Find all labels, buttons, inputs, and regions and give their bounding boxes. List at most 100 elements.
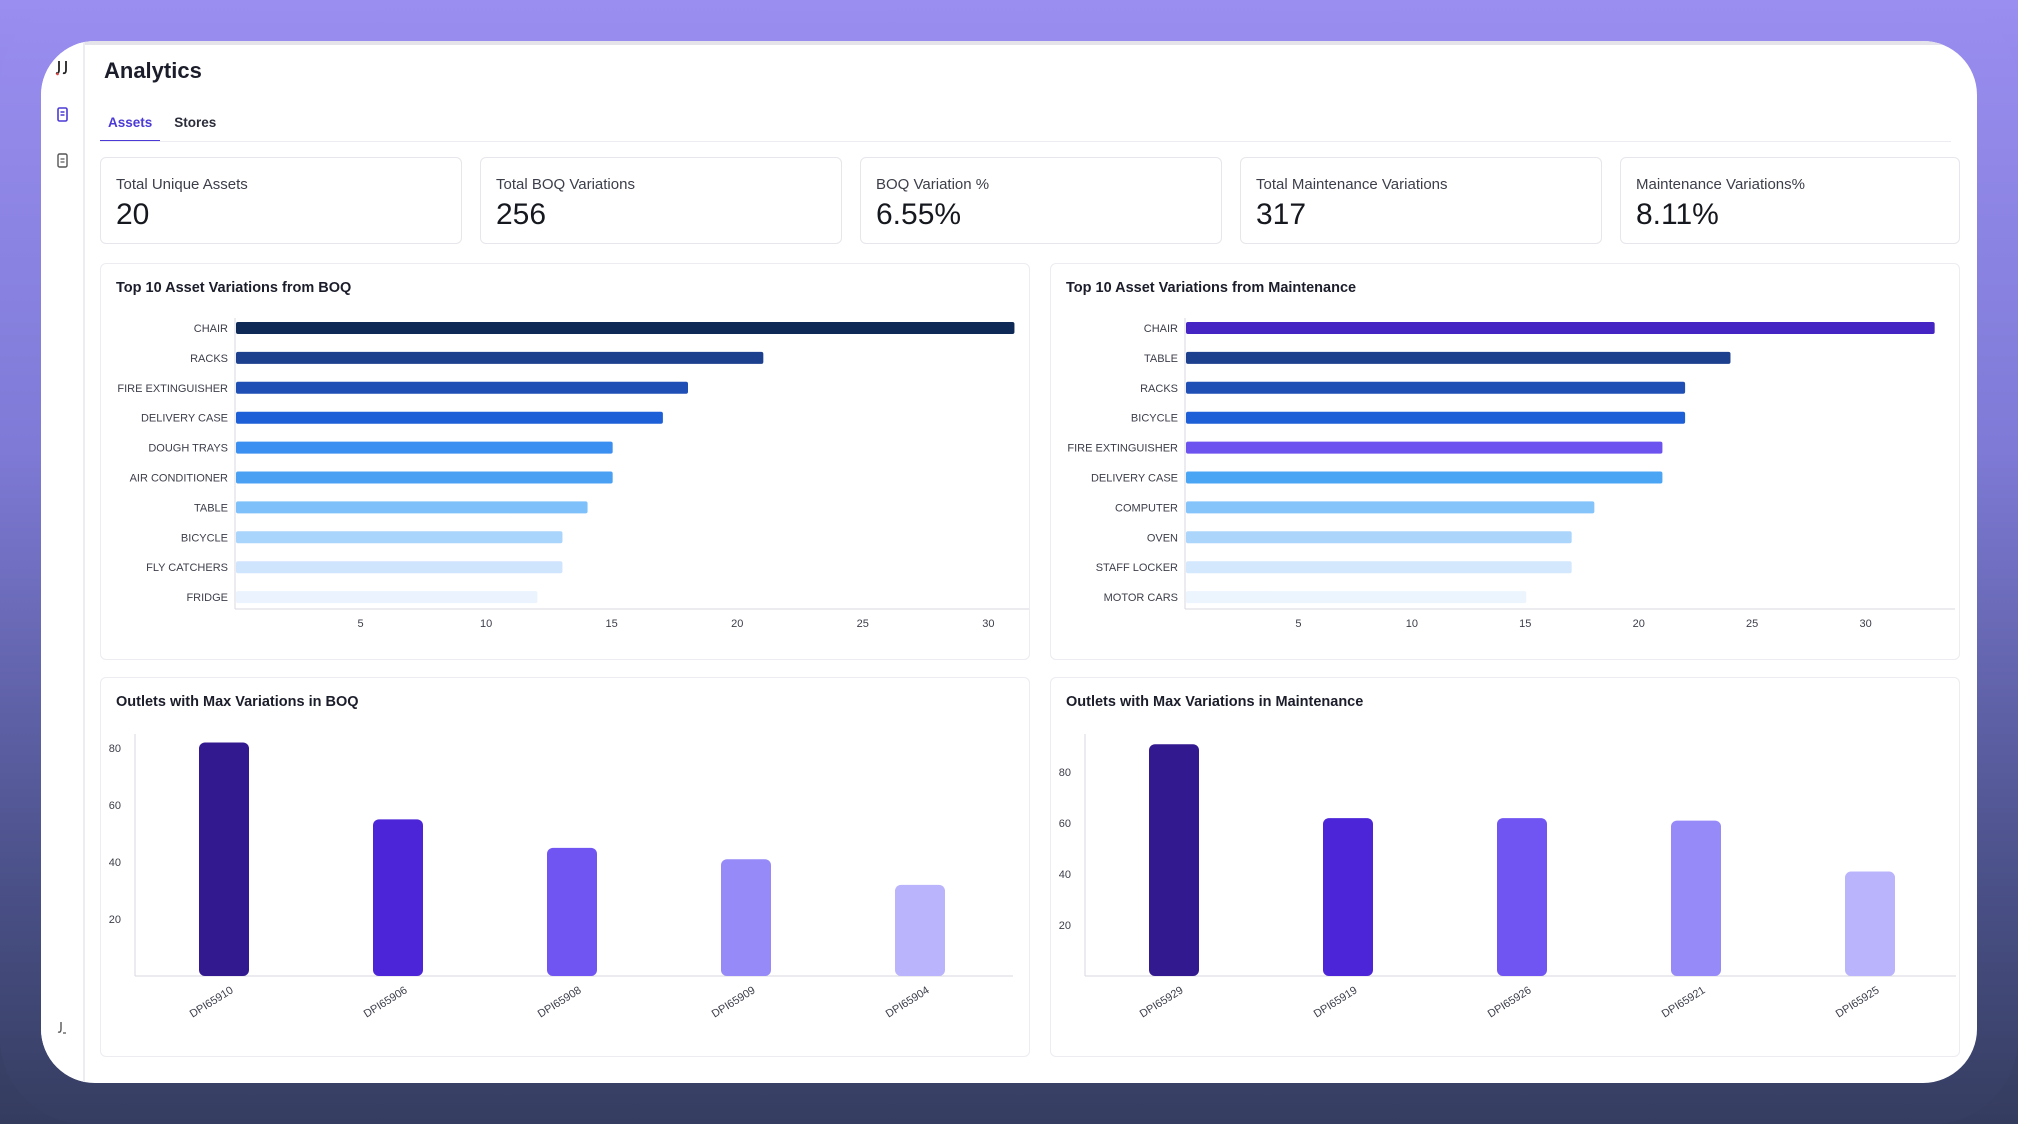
category-label: OVEN bbox=[1147, 532, 1178, 544]
y-tick-label: 80 bbox=[1059, 767, 1071, 779]
category-label: COMPUTER bbox=[1115, 502, 1178, 514]
category-label: BICYCLE bbox=[1131, 413, 1178, 425]
x-tick-label: DPI65908 bbox=[536, 984, 584, 1020]
assets-nav-icon[interactable] bbox=[52, 104, 74, 126]
x-tick-label: DPI65910 bbox=[188, 984, 236, 1020]
x-tick-label: DPI65909 bbox=[710, 984, 758, 1020]
bar[interactable] bbox=[1671, 820, 1721, 976]
bar[interactable] bbox=[236, 591, 538, 604]
bar[interactable] bbox=[1149, 744, 1199, 976]
bar[interactable] bbox=[1186, 591, 1527, 604]
category-label: DOUGH TRAYS bbox=[148, 443, 228, 455]
kpi-maintenance-variations-percent: Maintenance Variations% 8.11% bbox=[1620, 157, 1960, 244]
bar[interactable] bbox=[236, 381, 688, 394]
x-tick-label: DPI65919 bbox=[1312, 984, 1360, 1020]
bar[interactable] bbox=[721, 859, 771, 976]
bar[interactable] bbox=[236, 471, 613, 484]
maintenance-outlets-chart: 20 40 60 80 DPI65929 DPI65919 DPI65926 DPI65921… bbox=[1059, 734, 1956, 1020]
y-tick-label: 20 bbox=[109, 914, 121, 926]
kpi-label: Maintenance Variations% bbox=[1636, 176, 1805, 193]
bar[interactable] bbox=[1186, 531, 1572, 544]
x-tick-label: 5 bbox=[1295, 618, 1301, 630]
tab-divider bbox=[100, 141, 1951, 142]
kpi-total-boq-variations: Total BOQ Variations 256 bbox=[480, 157, 842, 244]
bar[interactable] bbox=[1186, 471, 1663, 484]
x-tick-label: DPI65904 bbox=[884, 984, 932, 1020]
chart-card-maintenance-assets: Top 10 Asset Variations from Maintenance… bbox=[1050, 263, 1960, 660]
y-tick-label: 60 bbox=[1059, 818, 1071, 830]
bar[interactable] bbox=[1186, 351, 1731, 364]
bar[interactable] bbox=[1323, 818, 1373, 976]
category-label: TABLE bbox=[194, 502, 228, 514]
x-tick-label: 20 bbox=[1633, 618, 1645, 630]
category-label: FIRE EXTINGUISHER bbox=[117, 383, 228, 395]
maintenance-assets-chart: CHAIR TABLE RACKS BICYCLE FIRE EXTINGUISHER D… bbox=[1067, 318, 1955, 630]
bar[interactable] bbox=[236, 351, 764, 364]
y-tick-label: 80 bbox=[109, 743, 121, 755]
bar[interactable] bbox=[236, 322, 1015, 334]
kpi-label: BOQ Variation % bbox=[876, 176, 990, 193]
bar[interactable] bbox=[1186, 501, 1595, 514]
boq-outlets-chart: 20 40 60 80 DPI65910 DPI65906 DPI65908 DPI65909… bbox=[109, 734, 1013, 1020]
category-label: AIR CONDITIONER bbox=[130, 473, 228, 485]
bar[interactable] bbox=[373, 819, 423, 976]
tab-stores[interactable]: Stores bbox=[174, 115, 217, 130]
bar[interactable] bbox=[199, 742, 249, 976]
x-tick-label: 10 bbox=[480, 618, 492, 630]
bar[interactable] bbox=[547, 847, 597, 976]
page-title: Analytics bbox=[104, 58, 202, 83]
chart-title: Outlets with Max Variations in Maintenan… bbox=[1066, 694, 1364, 710]
kpi-value: 317 bbox=[1256, 198, 1307, 231]
x-tick-label: 20 bbox=[731, 618, 743, 630]
category-label: RACKS bbox=[1140, 383, 1178, 395]
top-divider bbox=[41, 41, 1977, 45]
document-nav-icon[interactable] bbox=[52, 150, 74, 172]
kpi-total-unique-assets: Total Unique Assets 20 bbox=[100, 157, 462, 244]
bar[interactable] bbox=[1845, 871, 1895, 976]
bar[interactable] bbox=[1186, 411, 1686, 424]
x-tick-label: 25 bbox=[1746, 618, 1758, 630]
x-tick-label: 25 bbox=[857, 618, 869, 630]
category-label: DELIVERY CASE bbox=[141, 413, 228, 425]
bar[interactable] bbox=[1186, 322, 1935, 334]
x-tick-label: DPI65921 bbox=[1660, 984, 1708, 1020]
x-tick-label: 30 bbox=[1859, 618, 1871, 630]
y-tick-label: 40 bbox=[1059, 869, 1071, 881]
category-label: TABLE bbox=[1144, 353, 1178, 365]
y-tick-label: 20 bbox=[1059, 920, 1071, 932]
logo-icon[interactable] bbox=[52, 57, 74, 79]
x-tick-label: 30 bbox=[982, 618, 994, 630]
bar[interactable] bbox=[895, 884, 945, 976]
bar[interactable] bbox=[236, 501, 588, 514]
category-label: BICYCLE bbox=[181, 532, 228, 544]
x-tick-label: DPI65929 bbox=[1138, 984, 1186, 1020]
bar[interactable] bbox=[1186, 561, 1572, 574]
x-tick-label: DPI65906 bbox=[362, 984, 410, 1020]
bar[interactable] bbox=[1186, 381, 1686, 394]
kpi-boq-variation-percent: BOQ Variation % 6.55% bbox=[860, 157, 1222, 244]
category-label: FIRE EXTINGUISHER bbox=[1067, 443, 1178, 455]
bar[interactable] bbox=[1497, 818, 1547, 976]
x-tick-label: 15 bbox=[606, 618, 618, 630]
chart-title: Top 10 Asset Variations from BOQ bbox=[116, 280, 352, 296]
category-label: CHAIR bbox=[1144, 323, 1178, 335]
kpi-label: Total Unique Assets bbox=[116, 176, 248, 193]
main-content: Analytics Assets Stores Total Unique Ass… bbox=[85, 41, 1977, 1083]
kpi-label: Total BOQ Variations bbox=[496, 176, 635, 193]
chart-card-boq-outlets: Outlets with Max Variations in BOQ 20 40 6… bbox=[100, 677, 1030, 1057]
logout-icon[interactable] bbox=[52, 1017, 74, 1039]
bar[interactable] bbox=[236, 411, 663, 424]
tab-assets[interactable]: Assets bbox=[100, 109, 161, 142]
x-tick-label: DPI65925 bbox=[1834, 984, 1882, 1020]
kpi-value: 6.55% bbox=[876, 198, 962, 231]
bar[interactable] bbox=[236, 561, 563, 574]
x-tick-label: 15 bbox=[1519, 618, 1531, 630]
category-label: STAFF LOCKER bbox=[1096, 562, 1178, 574]
boq-assets-chart: CHAIR RACKS FIRE EXTINGUISHER DELIVERY CASE… bbox=[117, 318, 1029, 630]
bar[interactable] bbox=[236, 531, 563, 544]
bar[interactable] bbox=[1186, 441, 1663, 454]
bar[interactable] bbox=[236, 441, 613, 454]
category-label: FRIDGE bbox=[186, 592, 228, 604]
app-window: Analytics Assets Stores Total Unique Ass… bbox=[41, 41, 1977, 1083]
x-tick-label: 5 bbox=[357, 618, 363, 630]
